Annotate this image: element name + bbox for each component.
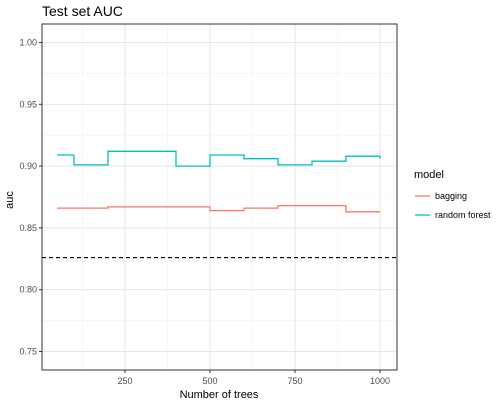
x-tick-label: 1000 xyxy=(370,376,390,386)
y-tick-label: 0.85 xyxy=(19,223,37,233)
major-gridlines xyxy=(42,24,397,370)
y-tick-label: 0.95 xyxy=(19,99,37,109)
legend-label-bagging: bagging xyxy=(435,191,467,201)
minor-gridlines xyxy=(42,24,397,370)
y-tick-label: 0.90 xyxy=(19,161,37,171)
x-tick-label: 500 xyxy=(202,376,217,386)
legend: model bagging random forest xyxy=(414,169,491,224)
x-axis-ticks: 250 500 750 1000 xyxy=(117,370,390,386)
series-line-bagging xyxy=(57,204,380,213)
chart-title: Test set AUC xyxy=(42,3,123,19)
x-tick-label: 750 xyxy=(287,376,302,386)
y-tick-label: 1.00 xyxy=(19,38,37,48)
y-tick-label: 0.80 xyxy=(19,285,37,295)
series-lines xyxy=(57,150,381,213)
legend-label-random-forest: random forest xyxy=(435,210,491,220)
panel-border xyxy=(41,23,398,371)
x-tick-label: 250 xyxy=(117,376,132,386)
y-tick-label: 0.75 xyxy=(19,346,37,356)
series-line-random-forest xyxy=(57,150,381,167)
legend-title: model xyxy=(414,169,444,181)
x-axis-label: Number of trees xyxy=(180,389,259,401)
y-axis-label: auc xyxy=(4,191,16,209)
y-axis-ticks: 0.75 0.80 0.85 0.90 0.95 1.00 xyxy=(19,38,42,356)
